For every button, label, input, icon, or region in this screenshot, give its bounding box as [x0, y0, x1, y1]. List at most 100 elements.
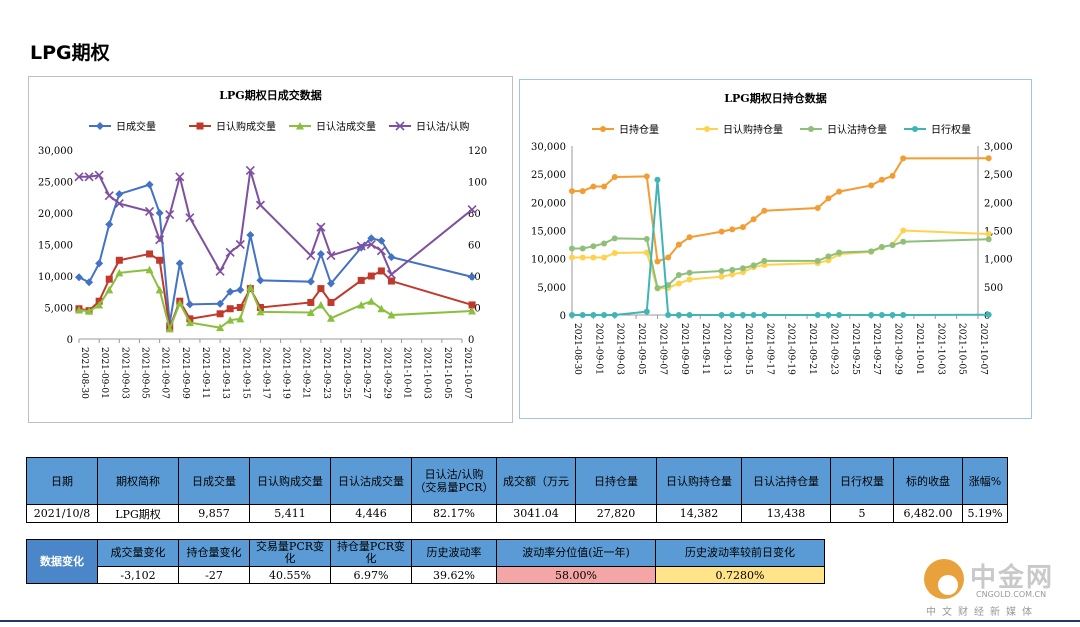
table-cell: -27: [178, 566, 250, 584]
data-point: [814, 204, 821, 211]
data-point: [675, 241, 682, 248]
y-tick-label: 10,000: [38, 272, 73, 283]
table-header-row: 日期 期权简称 日成交量 日认购成交量 日认沽成交量 日认沽/认购（交易量PCR…: [26, 457, 1008, 505]
data-point: [868, 182, 875, 189]
legend-marker: [395, 121, 405, 131]
data-point: [729, 312, 736, 318]
x-tick-label: 2021-09-07: [160, 347, 170, 399]
logo-slogan: 中文财经新媒体: [926, 607, 1038, 618]
x-tick-label: 2021-10-07: [978, 323, 988, 375]
data-point: [95, 259, 104, 268]
y2-tick-label: 1,000: [984, 255, 1013, 266]
legend-label: 日行权量: [931, 123, 971, 136]
data-point: [306, 308, 315, 317]
table-cell: 40.55%: [249, 566, 331, 584]
table-cell: 14,382: [656, 504, 742, 523]
data-point: [590, 254, 597, 261]
data-point: [386, 269, 397, 279]
series-line: [572, 237, 989, 290]
data-point: [761, 257, 768, 264]
y2-tick-label: 60: [468, 241, 481, 252]
data-point: [165, 210, 175, 220]
legend-label: 日成交量: [116, 120, 156, 133]
data-point: [985, 155, 992, 162]
data-point: [377, 236, 386, 245]
data-point: [306, 277, 315, 286]
series-line: [78, 252, 473, 332]
y2-tick-label: 2,000: [984, 198, 1013, 209]
data-point: [643, 173, 650, 180]
table-row: 2021/10/8 LPG期权 9,857 5,411 4,446 82.17%…: [26, 504, 1008, 523]
data-point: [750, 312, 757, 318]
table-header: 日认沽持仓量: [741, 457, 831, 505]
x-tick-label: 2021-09-19: [281, 347, 291, 399]
data-point: [878, 312, 885, 318]
data-point: [145, 265, 154, 274]
data-point: [306, 250, 316, 261]
y-tick-label: 10,000: [531, 255, 566, 266]
y-tick-label: 25,000: [38, 178, 73, 189]
table-header: 期权简称: [97, 457, 179, 505]
data-point: [654, 176, 661, 183]
data-point: [468, 272, 477, 281]
x-tick-label: 2021-09-05: [139, 347, 149, 399]
data-point: [654, 284, 661, 291]
data-point: [611, 250, 618, 257]
data-point: [665, 312, 672, 318]
y-tick-label: 25,000: [531, 170, 566, 181]
data-point: [590, 183, 597, 190]
y-tick-label: 5,000: [44, 304, 73, 315]
x-tick-label: 2021-09-15: [240, 347, 250, 399]
x-tick-label: 2021-10-03: [422, 347, 432, 399]
percentile-cell: 58.00%: [496, 566, 656, 584]
data-point: [366, 239, 376, 250]
y2-tick-label: 20: [468, 304, 481, 315]
data-point: [590, 243, 597, 250]
data-point: [165, 324, 174, 333]
table-cell: 13,438: [741, 504, 831, 523]
data-point: [75, 306, 83, 314]
data-point: [357, 300, 366, 309]
data-point: [316, 222, 326, 232]
data-point: [590, 312, 597, 318]
x-tick-label: 2021-09-11: [700, 323, 710, 375]
data-point: [317, 285, 325, 293]
data-point: [468, 301, 476, 309]
data-point: [246, 283, 255, 291]
data-point: [868, 312, 875, 318]
logo-url: CNGOLD.COM.CN: [976, 590, 1047, 599]
logo-name: 中金网: [970, 563, 1055, 593]
logo-icon: [924, 559, 964, 599]
y-tick-label: 20,000: [38, 209, 73, 220]
data-point: [387, 253, 396, 262]
x-tick-label: 2021-09-17: [764, 323, 774, 375]
x-tick-label: 2021-09-21: [301, 347, 311, 399]
data-point: [739, 312, 746, 318]
legend-label: 日认购成交量: [216, 120, 276, 133]
x-tick-label: 2021-09-27: [871, 323, 881, 375]
table-header: 标的收盘: [893, 457, 963, 505]
data-point: [357, 276, 365, 284]
data-point: [245, 165, 255, 176]
data-point: [686, 269, 693, 276]
y-tick-label: 30,000: [38, 146, 73, 157]
x-tick-label: 2021-09-25: [341, 347, 351, 399]
x-tick-label: 2021-09-29: [893, 323, 903, 375]
data-point: [868, 248, 875, 255]
table-header: 波动率分位值(近一年): [496, 539, 656, 567]
x-tick-label: 2021-09-13: [722, 323, 732, 375]
y-tick-label: 15,000: [38, 241, 73, 252]
data-point: [665, 254, 672, 261]
x-tick-label: 2021-08-30: [79, 347, 89, 399]
chart-title: LPG期权日成交数据: [219, 88, 321, 102]
data-point: [226, 305, 234, 313]
data-point: [729, 226, 736, 233]
data-point: [246, 231, 255, 240]
y2-tick-label: 1,500: [984, 227, 1013, 238]
data-point: [686, 234, 693, 241]
x-tick-label: 2021-10-03: [935, 323, 945, 375]
legend-marker: [96, 122, 104, 130]
data-point: [643, 249, 650, 256]
